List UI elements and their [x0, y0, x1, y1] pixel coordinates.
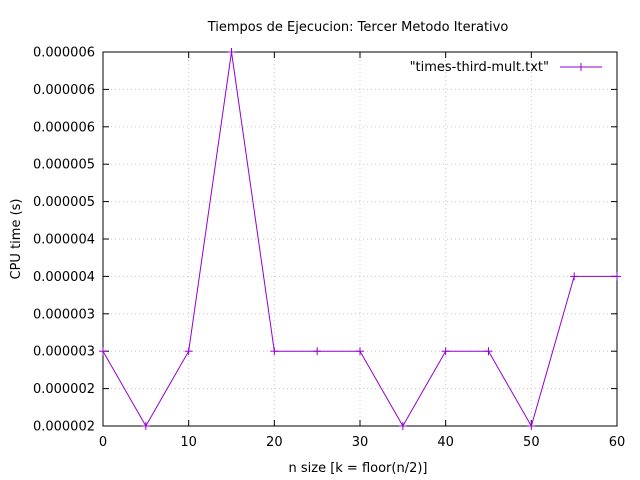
x-tick-label: 60 — [609, 435, 626, 450]
x-tick-labels: 0 10 20 30 40 50 60 — [99, 435, 625, 450]
y-tick-label: 0.000004 — [33, 270, 95, 285]
x-axis-label: n size [k = floor(n/2)] — [288, 461, 427, 476]
y-tick-label: 0.000005 — [33, 195, 95, 210]
x-tick-label: 30 — [352, 435, 369, 450]
x-tick-label: 40 — [437, 435, 454, 450]
chart-title: Tiempos de Ejecucion: Tercer Metodo Iter… — [207, 20, 509, 35]
data-point — [441, 347, 450, 356]
y-tick-label: 0.000006 — [33, 83, 95, 98]
series-layer — [99, 48, 621, 430]
data-point — [184, 347, 193, 356]
y-tick-label: 0.000006 — [33, 120, 95, 135]
legend-label: "times-third-mult.txt" — [410, 60, 549, 75]
data-point — [398, 422, 407, 430]
data-point — [141, 422, 150, 430]
data-point — [356, 347, 364, 356]
data-point — [270, 347, 279, 356]
data-point — [99, 347, 107, 356]
x-tick-label: 10 — [180, 435, 197, 450]
data-point — [570, 272, 579, 281]
data-point — [484, 347, 493, 356]
y-tick-label: 0.000002 — [33, 382, 95, 397]
y-axis-label: CPU time (s) — [9, 199, 24, 280]
y-tick-labels: 0.000002 0.000002 0.000003 0.000003 0.000004… — [33, 46, 95, 435]
data-point — [527, 422, 536, 430]
y-tick-label: 0.000003 — [33, 307, 95, 322]
x-tick-label: 50 — [523, 435, 540, 450]
data-point — [227, 48, 236, 56]
x-tick-label: 0 — [99, 435, 107, 450]
legend: "times-third-mult.txt" — [410, 60, 602, 75]
y-tick-label: 0.000002 — [33, 420, 95, 435]
data-point — [613, 272, 621, 281]
y-tick-label: 0.000005 — [33, 158, 95, 173]
grid-lines — [103, 52, 617, 426]
y-tick-label: 0.000006 — [33, 46, 95, 61]
data-point — [313, 347, 322, 356]
x-tick-label: 20 — [266, 435, 283, 450]
y-tick-label: 0.000003 — [33, 345, 95, 360]
y-tick-label: 0.000004 — [33, 233, 95, 248]
